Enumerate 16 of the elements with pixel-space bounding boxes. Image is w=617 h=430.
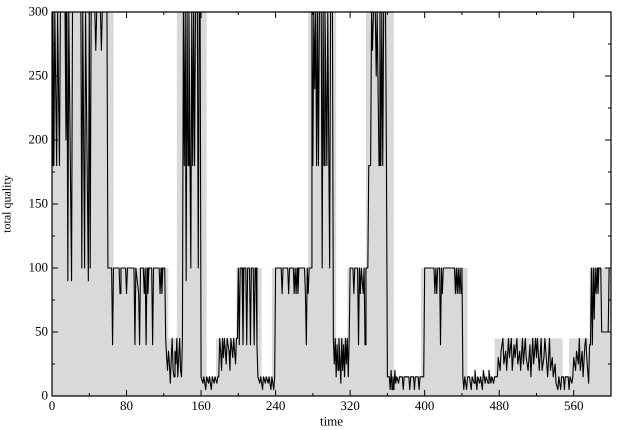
y-tick-label: 300 xyxy=(28,3,48,18)
x-tick-label: 320 xyxy=(340,398,360,414)
y-tick-label: 200 xyxy=(28,131,48,146)
y-tick-label: 150 xyxy=(28,195,48,210)
y-tick-label: 250 xyxy=(28,67,48,82)
x-tick-label: 560 xyxy=(564,398,584,414)
x-tick-label: 240 xyxy=(266,398,286,414)
y-tick-label: 50 xyxy=(35,323,48,338)
y-axis-title: total quality xyxy=(0,175,14,233)
x-tick-label: 400 xyxy=(414,398,434,414)
x-tick-label: 160 xyxy=(191,398,211,414)
x-axis-title: time xyxy=(320,414,344,429)
y-tick-label: 100 xyxy=(28,259,48,274)
x-tick-label: 480 xyxy=(489,398,509,414)
y-tick-label: 0 xyxy=(42,387,48,402)
x-tick-label: 80 xyxy=(120,398,134,414)
